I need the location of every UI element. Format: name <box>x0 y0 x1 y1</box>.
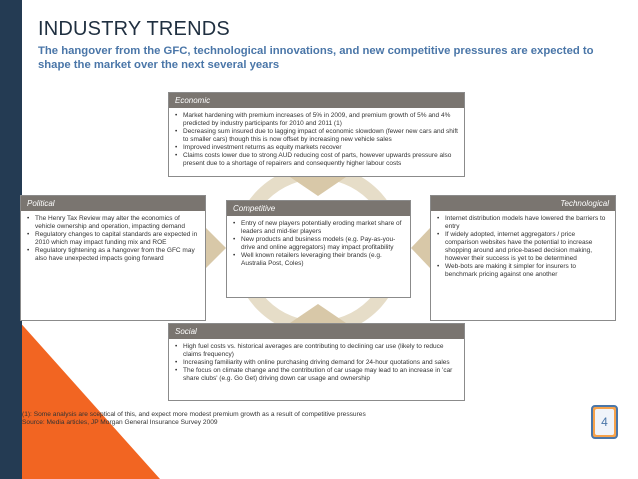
social-item: High fuel costs vs. historical averages … <box>175 343 458 359</box>
social-box: Social High fuel costs vs. historical av… <box>168 323 465 401</box>
economic-list: Market hardening with premium increases … <box>175 112 458 168</box>
competitive-header: Competitive <box>227 201 410 216</box>
slide-title: INDUSTRY TRENDS <box>38 18 230 40</box>
competitive-item: Well known retailers leveraging their br… <box>233 252 404 268</box>
left-navy-bar <box>0 0 22 479</box>
economic-box: Economic Market hardening with premium i… <box>168 92 465 177</box>
footnote: (1): Some analysis are sceptical of this… <box>22 411 582 427</box>
footnote-source: Source: Media articles, JP Morgan Genera… <box>22 419 218 426</box>
technological-item: If widely adopted, internet aggregators … <box>437 231 609 263</box>
orange-corner-shape <box>0 300 160 479</box>
technological-box: Technological Internet distribution mode… <box>430 195 616 321</box>
page-number: 4 <box>601 415 608 429</box>
economic-item: Improved investment returns as equity ma… <box>175 144 458 152</box>
political-list: The Henry Tax Review may alter the econo… <box>27 215 199 263</box>
technological-item: Internet distribution models have lowere… <box>437 215 609 231</box>
political-header: Political <box>21 196 205 211</box>
economic-item: Decreasing sum insured due to lagging im… <box>175 128 458 144</box>
economic-item: Claims costs lower due to strong AUD red… <box>175 152 458 168</box>
technological-item: Web-bots are making it simpler for insur… <box>437 263 609 279</box>
page-number-badge: 4 <box>591 405 618 439</box>
competitive-item: New products and business models (e.g. P… <box>233 236 404 252</box>
social-header: Social <box>169 324 464 339</box>
slide-subtitle: The hangover from the GFC, technological… <box>38 45 594 71</box>
technological-list: Internet distribution models have lowere… <box>437 215 609 279</box>
economic-item: Market hardening with premium increases … <box>175 112 458 128</box>
political-item: Regulatory tightening as a hangover from… <box>27 247 199 263</box>
social-list: High fuel costs vs. historical averages … <box>175 343 458 383</box>
footnote-note: (1): Some analysis are sceptical of this… <box>22 411 366 418</box>
competitive-item: Entry of new players potentially eroding… <box>233 220 404 236</box>
economic-header: Economic <box>169 93 464 108</box>
social-item: Increasing familiarity with online purch… <box>175 359 458 367</box>
social-item: The focus on climate change and the cont… <box>175 367 458 383</box>
competitive-box: Competitive Entry of new players potenti… <box>226 200 411 298</box>
technological-header: Technological <box>431 196 615 211</box>
political-box: Political The Henry Tax Review may alter… <box>20 195 206 321</box>
competitive-list: Entry of new players potentially eroding… <box>233 220 404 268</box>
political-item: The Henry Tax Review may alter the econo… <box>27 215 199 231</box>
political-item: Regulatory changes to capital standards … <box>27 231 199 247</box>
